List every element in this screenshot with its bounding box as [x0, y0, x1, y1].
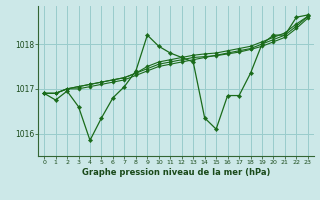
X-axis label: Graphe pression niveau de la mer (hPa): Graphe pression niveau de la mer (hPa) — [82, 168, 270, 177]
